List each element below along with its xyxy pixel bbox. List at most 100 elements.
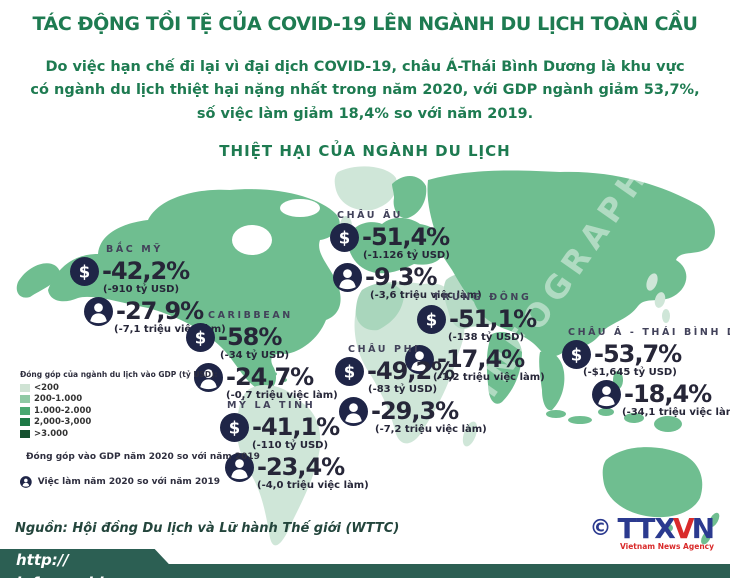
footer-url[interactable]: http:// infographics.vn [16,551,147,578]
copyright-icon: © [589,516,612,541]
page-title: TÁC ĐỘNG TỒI TỆ CỦA COVID-19 LÊN NGÀNH D… [32,13,698,35]
gdp-detail: (-110 tỷ USD) [252,440,329,451]
jobs-percent: -24,7% [226,363,314,391]
person-icon [592,379,621,409]
subtitle-line: Do việc hạn chế đi lại vì đại dịch COVID… [45,59,685,75]
gdp-percent: -51,1% [449,305,537,333]
region-callout-caribbean: CARIBBEAN $ -58% (-34 tỷ USD) -24,7% (-0… [186,310,338,401]
region-label: CHÂU ÂU [337,210,403,221]
footer-url-banner: http:// infographics.vn [0,549,182,578]
gdp-detail: (-1.126 tỷ USD) [363,250,450,261]
dollar-icon: $ [330,222,359,252]
jobs-row: -18,4% [592,379,730,409]
region-label: CARIBBEAN [208,310,293,321]
person-icon [405,344,434,374]
legend-gdp-note-row: $ Đóng góp vào GDP năm 2020 so với năm 2… [20,449,260,465]
jobs-detail: (-0,7 triệu việc làm) [226,390,338,401]
gdp-percent: -58% [218,323,282,351]
legend-gdp-note: Đóng góp vào GDP năm 2020 so với năm 201… [26,451,260,462]
dollar-icon: $ [417,304,446,334]
jobs-row: -27,9% [84,296,226,326]
gdp-percent: -51,4% [362,223,450,251]
svg-text:$: $ [344,362,355,381]
person-icon [339,396,368,426]
gdp-percent: -41,1% [252,413,340,441]
region-callout-chau-au: CHÂU ÂU $ -51,4% (-1.126 tỷ USD) -9,3% (… [330,210,482,301]
jobs-percent: -18,4% [624,380,712,408]
continent-shapes [16,166,720,546]
region-callout-trung-dong: TRUNG ĐÔNG $ -51,1% (-138 tỷ USD) -17,4%… [405,292,545,383]
region-label: MỸ LA TINH [227,400,316,411]
legend-bin: 1.000-2.000 [20,405,220,417]
region-callout-chau-phi: CHÂU PHI $ -49,2% (-83 tỷ USD) -29,3% (-… [335,344,487,435]
jobs-detail: (-34,1 triệu việc làm) [622,407,730,418]
svg-text:$: $ [79,262,90,281]
jobs-row: -17,4% [405,344,545,374]
ttxvn-logo: © TTXVN Vietnam News Agency [589,512,715,551]
jobs-row: -24,7% [194,362,338,392]
legend-bin: <200 [20,382,220,394]
legend-bin: >3.000 [20,428,220,440]
person-icon [333,262,362,292]
dollar-icon: $ [220,412,249,442]
jobs-detail: (-3,6 triệu việc làm) [370,290,482,301]
jobs-row: -9,3% [333,262,482,292]
jobs-detail: (-7,2 triệu việc làm) [375,424,487,435]
world-map [16,166,720,546]
region-label: CHÂU Á - THÁI BÌNH DƯƠNG [568,327,730,338]
dollar-icon: $ [562,339,591,369]
legend-swatch [20,418,30,427]
jobs-percent: -9,3% [365,263,438,291]
gdp-row: $ -41,1% [220,412,369,442]
logo-text-n: N [691,512,715,545]
region-label: BẮC MỸ [106,244,163,255]
jobs-detail: (-1,2 triệu việc làm) [433,372,545,383]
jobs-percent: -27,9% [116,297,204,325]
gdp-row: $ -51,4% [330,222,482,252]
page-subtitle: Do việc hạn chế đi lại vì đại dịch COVID… [0,56,730,126]
gdp-row: $ -42,2% [70,256,226,286]
footer-band [0,564,730,578]
gdp-detail: (-83 tỷ USD) [368,384,438,395]
gdp-percent: -49,2% [367,357,455,385]
svg-text:$: $ [339,228,350,247]
legend-bin: 200-1.000 [20,394,220,406]
legend-swatch [20,383,30,392]
subtitle-line: có ngành du lịch thiệt hại nặng nhất tro… [30,82,700,99]
logo-text-v: V [672,512,695,545]
svg-text:$: $ [229,418,240,437]
person-icon [225,452,254,482]
jobs-percent: -23,4% [257,453,345,481]
jobs-percent: -17,4% [437,345,525,373]
source-note: Nguồn: Hội đồng Du lịch và Lữ hành Thế g… [15,521,400,536]
logo-text-ttx: TTX [617,512,675,545]
region-label: CHÂU PHI [348,344,421,355]
legend-jobs-note-row: Việc làm năm 2020 so với năm 2019 [20,474,220,490]
jobs-row: -29,3% [339,396,487,426]
jobs-detail: (-4,0 triệu việc làm) [257,480,369,491]
person-icon [194,362,223,392]
legend-swatch [20,395,30,404]
jobs-detail: (-7,1 triệu việc làm) [114,324,226,335]
legend-swatch [20,429,30,438]
svg-text:$: $ [426,310,437,329]
region-callout-bac-my: BẮC MỸ $ -42,2% (-910 tỷ USD) -27,9% (-7… [70,244,226,335]
subtitle-line: số việc làm giảm 18,4% so với năm 2019. [196,105,534,122]
logo-subtitle: Vietnam News Agency [619,542,714,551]
gdp-row: $ -49,2% [335,356,487,386]
gdp-row: $ -58% [186,322,338,352]
dollar-icon: $ [335,356,364,386]
legend-title: Đóng góp của ngành du lịch vào GDP (tỷ U… [20,370,218,379]
jobs-percent: -29,3% [371,397,459,425]
region-callout-my-la-tinh: MỸ LA TINH $ -41,1% (-110 tỷ USD) -23,4%… [220,400,369,491]
gdp-detail: (-138 tỷ USD) [448,332,525,343]
section-title: THIỆT HẠI CỦA NGÀNH DU LỊCH [219,142,511,160]
legend-swatch [20,406,30,415]
person-icon [84,296,113,326]
svg-text:$: $ [195,328,206,347]
gdp-detail: (-34 tỷ USD) [220,350,290,361]
region-label: TRUNG ĐÔNG [433,292,532,303]
map-legend: Đóng góp của ngành du lịch vào GDP (tỷ U… [20,370,260,490]
gdp-row: $ -51,1% [417,304,545,334]
dollar-icon: $ [186,322,215,352]
